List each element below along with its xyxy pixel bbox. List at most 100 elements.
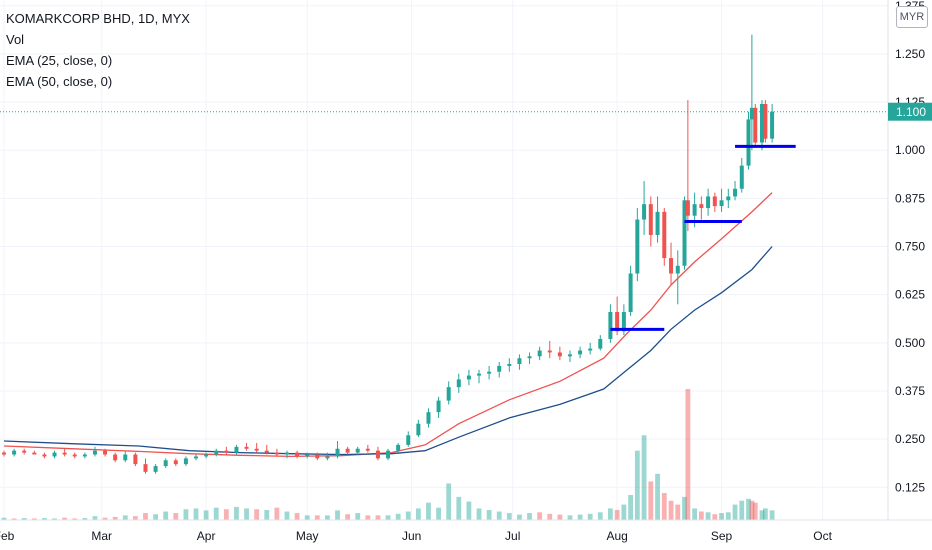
candle-body — [615, 312, 620, 332]
price-tick-label: 1.000 — [895, 143, 925, 157]
time-tick-label: May — [296, 529, 319, 543]
volume-bar — [426, 502, 431, 520]
candle-body — [345, 448, 350, 453]
candle-body — [753, 107, 758, 143]
price-tick-label: 0.375 — [895, 384, 925, 398]
volume-bar — [762, 508, 768, 520]
volume-bar — [725, 512, 731, 520]
volume-bar — [486, 509, 492, 520]
volume-bar — [122, 515, 128, 520]
volume-bar — [223, 509, 229, 520]
candle-body — [173, 460, 178, 465]
candle-body — [746, 119, 751, 166]
candle-body — [648, 204, 653, 235]
volume-bar — [628, 494, 634, 520]
volume-bar — [634, 450, 640, 520]
volume-bar — [675, 504, 681, 520]
volume-bar — [31, 518, 37, 520]
volume-bar — [685, 389, 691, 520]
volume-bar — [506, 513, 512, 520]
candle-body — [386, 450, 391, 459]
candle-body — [355, 448, 360, 453]
candle-body — [113, 454, 118, 461]
candle-body — [194, 456, 199, 459]
candle-body — [537, 350, 542, 357]
volume-bar — [365, 515, 371, 520]
candle-body — [123, 454, 128, 461]
candle-body — [234, 446, 239, 453]
volume-bar — [607, 508, 613, 520]
volume-bar — [496, 511, 502, 520]
volume-bar — [567, 515, 573, 520]
volume-bar — [304, 515, 310, 520]
candle-body — [497, 365, 502, 372]
time-axis[interactable]: Feb Mar Apr May Jun Jul Aug Sep Oct — [0, 519, 932, 550]
volume-bar — [1, 517, 7, 520]
candle-body — [692, 204, 697, 216]
candle-body — [163, 460, 168, 467]
price-axis[interactable]: 0.125 0.250 0.375 0.500 0.625 0.750 0.875 1.000… — [887, 0, 932, 520]
volume-bar — [537, 512, 543, 520]
candle-body — [642, 204, 647, 220]
volume-bar — [335, 510, 340, 520]
candle-body — [52, 452, 57, 457]
volume-bar — [446, 483, 452, 520]
candle-body — [759, 104, 764, 143]
volume-bar — [597, 512, 603, 520]
volume-bar — [345, 514, 351, 520]
candle-body — [675, 265, 680, 274]
candle-body — [567, 354, 572, 357]
candle-body — [578, 350, 583, 355]
candle-body — [685, 200, 690, 216]
ema25-indicator-label[interactable]: EMA (25, close, 0) — [6, 53, 113, 68]
price-tick-label: 0.125 — [895, 480, 925, 494]
price-axis-background — [888, 0, 932, 520]
currency-badge[interactable]: MYR — [896, 6, 928, 28]
volume-bar — [517, 514, 522, 520]
volume-bar — [355, 513, 361, 520]
candle-body — [588, 348, 593, 351]
candle-body — [32, 452, 37, 455]
candle-body — [244, 446, 249, 449]
candle-body — [446, 387, 451, 401]
time-axis-background — [0, 520, 932, 550]
symbol-title[interactable]: KOMARKCORP BHD, 1D, MYX — [6, 11, 190, 26]
candle-body — [315, 454, 320, 459]
ema50-line — [3, 246, 773, 456]
candle-body — [224, 450, 229, 453]
volume-bar — [234, 506, 239, 520]
price-tick-label: 0.875 — [895, 191, 925, 205]
price-tick-label: 0.625 — [895, 288, 925, 302]
candle-body — [763, 104, 768, 139]
volume-bar — [614, 509, 620, 520]
candle-body — [749, 107, 754, 120]
volume-bar — [82, 518, 88, 520]
volume-indicator-label[interactable]: Vol — [6, 32, 25, 47]
volume-bar — [385, 515, 391, 520]
candle-body — [103, 450, 108, 455]
volume-bar — [752, 502, 758, 520]
volume-bar — [436, 507, 441, 520]
price-tick-label: 0.250 — [895, 432, 925, 446]
candle-body — [406, 435, 411, 445]
last-price-label: 1.100 — [896, 105, 926, 119]
candle-body — [655, 211, 660, 235]
candle-body — [527, 356, 532, 359]
candle-body — [2, 452, 6, 455]
candle-body — [204, 454, 209, 457]
candle-body — [719, 200, 724, 207]
volume-bar — [163, 511, 169, 520]
candle-body — [22, 450, 27, 453]
candle-body — [477, 373, 482, 376]
candle-body — [739, 165, 744, 189]
candle-body — [183, 458, 188, 465]
ema50-indicator-label[interactable]: EMA (50, close, 0) — [6, 74, 113, 89]
volume-bar — [132, 516, 138, 520]
candle-body — [426, 412, 431, 424]
volume-bar — [314, 515, 320, 520]
volume-bar — [254, 509, 260, 520]
candle-body — [517, 358, 522, 364]
candle-body — [375, 450, 380, 459]
volume-bars — [1, 389, 775, 520]
